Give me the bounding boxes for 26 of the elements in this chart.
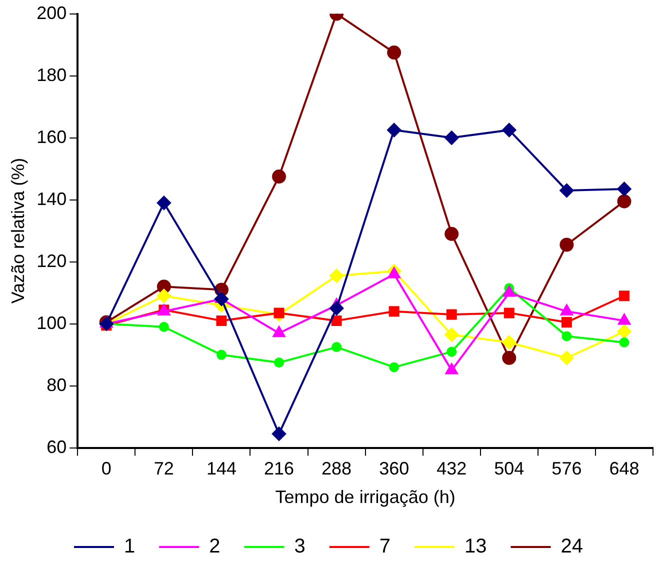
legend-label: 7 [379, 536, 390, 558]
y-tick-label: 60 [46, 436, 67, 457]
x-tick-label: 360 [379, 458, 410, 479]
legend-label: 3 [294, 536, 306, 558]
y-tick-label: 80 [46, 374, 67, 395]
y-tick-label: 180 [36, 64, 67, 85]
y-tick-label: 140 [36, 188, 67, 209]
x-tick-label: 0 [101, 458, 112, 479]
x-tick-label: 216 [264, 458, 294, 479]
x-axis-title: Tempo de irrigação (h) [275, 487, 456, 508]
legend-label: 2 [209, 536, 220, 558]
y-tick-label: 100 [36, 312, 67, 333]
legend-label: 1 [124, 536, 136, 558]
x-tick-label: 576 [552, 458, 582, 479]
y-tick-label: 200 [36, 2, 67, 23]
y-tick-label: 160 [36, 126, 67, 147]
x-tick-label: 288 [322, 458, 352, 479]
x-tick-label: 504 [494, 458, 524, 479]
legend-label: 13 [464, 536, 487, 558]
x-tick-label: 144 [206, 458, 236, 479]
x-tick-label: 72 [154, 458, 174, 479]
y-axis-title: Vazão relativa (%) [8, 158, 28, 304]
x-tick-label: 432 [436, 458, 467, 479]
x-tick-label: 648 [609, 458, 640, 479]
legend-label: 24 [560, 536, 583, 558]
y-tick-label: 120 [36, 250, 67, 271]
